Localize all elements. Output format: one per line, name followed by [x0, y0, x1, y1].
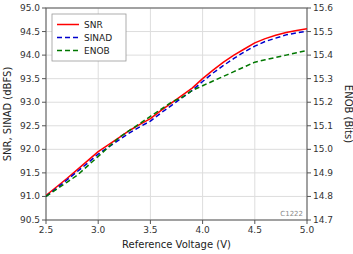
y2-tick [307, 55, 311, 56]
y2-tick [307, 78, 311, 79]
y2-tick [307, 125, 311, 126]
plot-area [46, 8, 307, 220]
axes: 2.5 3.0 3.5 4.0 4.5 5.0 90.5 91.0 91.5 92.0 92.5 93… [20, 3, 333, 235]
series-group [46, 29, 307, 197]
y-tick [42, 102, 46, 103]
legend-box [52, 14, 126, 61]
x-tick-label: 4.5 [248, 225, 262, 235]
x-tick [307, 220, 308, 224]
y-tick-label: 94.5 [20, 27, 40, 37]
grid [46, 8, 307, 220]
y2-tick [307, 196, 311, 197]
y-tick-label: 95.0 [20, 3, 40, 13]
y-tick-label: 91.5 [20, 168, 40, 178]
y-axis-label: SNR, SINAD (dBFS) [2, 67, 13, 162]
y2-tick-label: 15.1 [313, 121, 333, 131]
x-tick [46, 220, 47, 224]
grid-line-x [254, 8, 255, 220]
y2-tick-label: 14.9 [313, 168, 333, 178]
y-tick-label: 94.0 [20, 50, 40, 60]
y-tick-label: 91.0 [20, 191, 40, 201]
y-tick [42, 55, 46, 56]
watermark: C1222 [280, 210, 303, 218]
legend-label: ENOB [84, 46, 110, 56]
grid-line-y [46, 78, 307, 79]
y2-tick [307, 102, 311, 103]
y-tick [42, 196, 46, 197]
grid-line-y [46, 149, 307, 150]
grid-line-y [46, 172, 307, 173]
y-tick-label: 90.5 [20, 215, 40, 225]
y-tick [42, 149, 46, 150]
legend-swatch [57, 50, 79, 52]
y2-tick-label: 15.2 [313, 97, 333, 107]
y2-tick-label: 15.6 [313, 3, 333, 13]
x-axis-label: Reference Voltage (V) [122, 239, 231, 250]
x-tick [202, 220, 203, 224]
grid-line-x [150, 8, 151, 220]
y2-tick-label: 15.5 [313, 27, 333, 37]
y-tick-label: 92.0 [20, 144, 40, 154]
y2-tick-label: 15.0 [313, 144, 333, 154]
y-tick-label: 93.0 [20, 97, 40, 107]
x-tick [254, 220, 255, 224]
x-tick-label: 4.0 [195, 225, 210, 235]
series-line [46, 29, 307, 196]
series-line [46, 50, 307, 196]
y2-tick-label: 14.7 [313, 215, 333, 225]
y-tick [42, 31, 46, 32]
y2-tick-label: 15.4 [313, 50, 333, 60]
legend-swatch [57, 24, 79, 26]
y2-tick [307, 220, 311, 221]
y2-tick [307, 31, 311, 32]
chart: 2.5 3.0 3.5 4.0 4.5 5.0 90.5 91.0 91.5 92.0 92.5 93… [0, 0, 353, 254]
y2-tick-label: 15.3 [313, 74, 333, 84]
x-tick-label: 5.0 [300, 225, 315, 235]
grid-line-y [46, 125, 307, 126]
legend: SNR SINAD ENOB [52, 14, 126, 61]
y-tick-label: 93.5 [20, 74, 40, 84]
y2-tick [307, 149, 311, 150]
x-tick [98, 220, 99, 224]
plot-frame [46, 8, 307, 220]
x-tick-label: 3.0 [91, 225, 106, 235]
y-tick [42, 172, 46, 173]
legend-label: SINAD [84, 33, 112, 43]
y-tick [42, 8, 46, 9]
legend-swatch [57, 37, 79, 39]
series-line [46, 31, 307, 196]
y2-tick [307, 172, 311, 173]
grid-line-y [46, 196, 307, 197]
y2-tick [307, 8, 311, 9]
x-tick-label: 3.5 [143, 225, 157, 235]
y2-axis-label: ENOB (Bits) [343, 85, 353, 143]
legend-label: SNR [84, 20, 103, 30]
y-tick [42, 78, 46, 79]
y-tick [42, 125, 46, 126]
y-tick-label: 92.5 [20, 121, 40, 131]
grid-line-x [202, 8, 203, 220]
x-tick [150, 220, 151, 224]
y2-tick-label: 14.8 [313, 191, 333, 201]
x-tick-label: 2.5 [39, 225, 53, 235]
y-tick [42, 220, 46, 221]
